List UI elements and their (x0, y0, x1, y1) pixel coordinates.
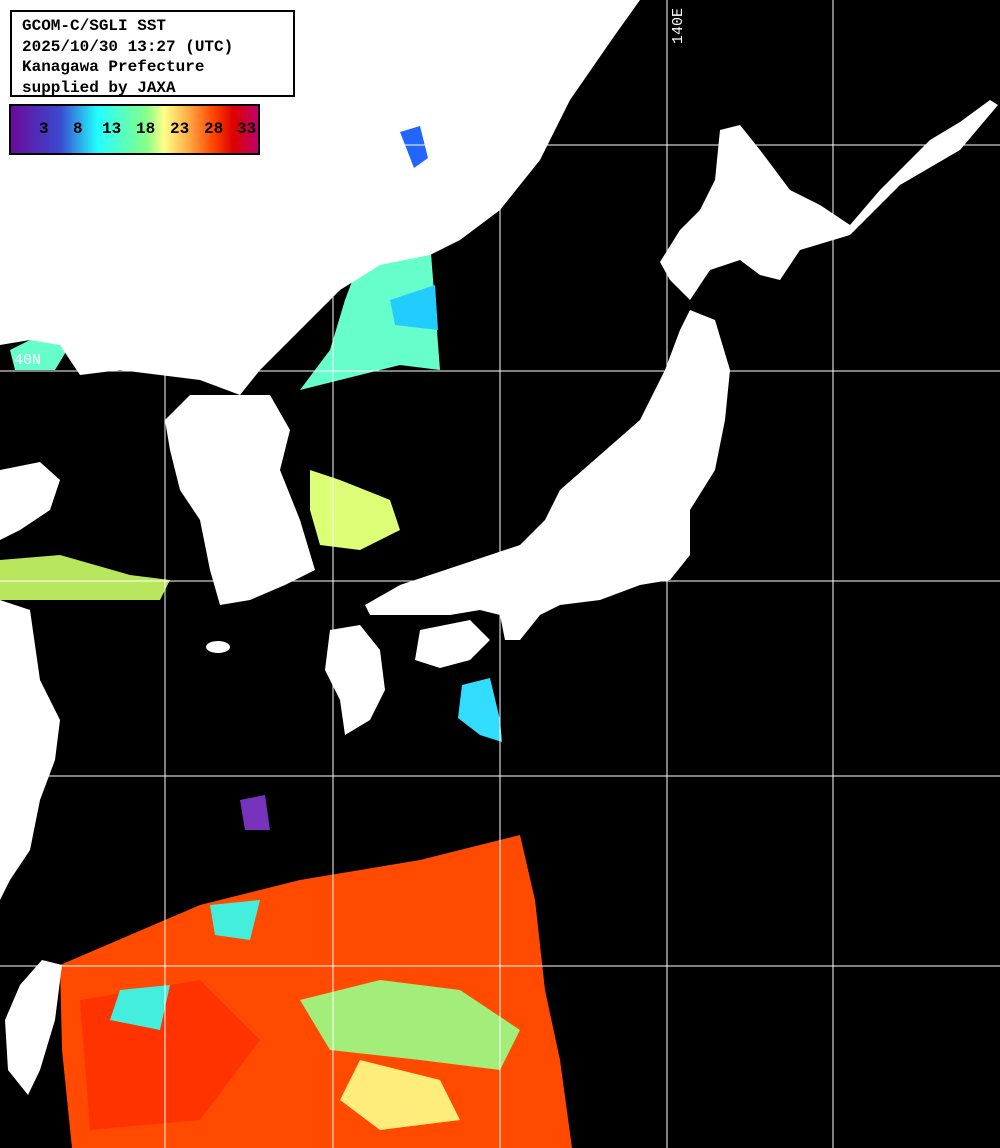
land-shikoku (415, 620, 490, 668)
lat-label-40n: 40N (14, 352, 42, 369)
land-kyushu (325, 625, 385, 735)
colorbar-tick: 18 (136, 120, 156, 138)
land-china-coast (0, 600, 60, 900)
land-shandong (0, 462, 60, 540)
colorbar-tick: 8 (73, 120, 83, 138)
sst-patch-south-cyan (110, 985, 170, 1030)
product-title: GCOM-C/SGLI SST (22, 17, 167, 35)
sst-patch-south-yellow (340, 1060, 460, 1130)
colorbar-tick: 33 (237, 120, 257, 138)
land-honshu (365, 310, 730, 640)
sst-patch-yellow-sea (0, 555, 170, 600)
data-supplier: supplied by JAXA (22, 78, 176, 97)
product-info-box: GCOM-C/SGLI SST 2025/10/30 13:27 (UTC) K… (10, 10, 295, 97)
land-asia-mainland (0, 0, 640, 395)
sst-colorbar: 3 8 13 18 23 28 33 (9, 104, 260, 155)
land-sakhalin-island (400, 126, 428, 168)
observation-time: 2025/10/30 13:27 (UTC) (22, 37, 234, 56)
provider-prefecture: Kanagawa Prefecture (22, 58, 205, 76)
sst-patch-south-cyan2 (210, 900, 260, 940)
land-jeju (206, 641, 230, 653)
sst-patch-shikoku-south (458, 678, 502, 742)
sst-patch-east-china-sea (240, 795, 270, 830)
sst-patch-sea-of-japan-cool (390, 285, 438, 330)
sst-patch-sea-of-japan (300, 225, 440, 390)
land-korea (165, 395, 315, 605)
colorbar-tick: 3 (39, 120, 49, 138)
lat-label-30n: 30N (14, 758, 42, 775)
land-hokkaido (660, 100, 998, 300)
sst-patch-south-cool (300, 980, 520, 1070)
colorbar-tick: 13 (102, 120, 122, 138)
land-taiwan (5, 960, 62, 1095)
colorbar-tick: 23 (170, 120, 190, 138)
land-layer (0, 0, 998, 1095)
colorbar-tick: 28 (204, 120, 224, 138)
sst-patch-korea-strait (310, 470, 400, 550)
lon-label-140e: 140E (670, 7, 687, 44)
